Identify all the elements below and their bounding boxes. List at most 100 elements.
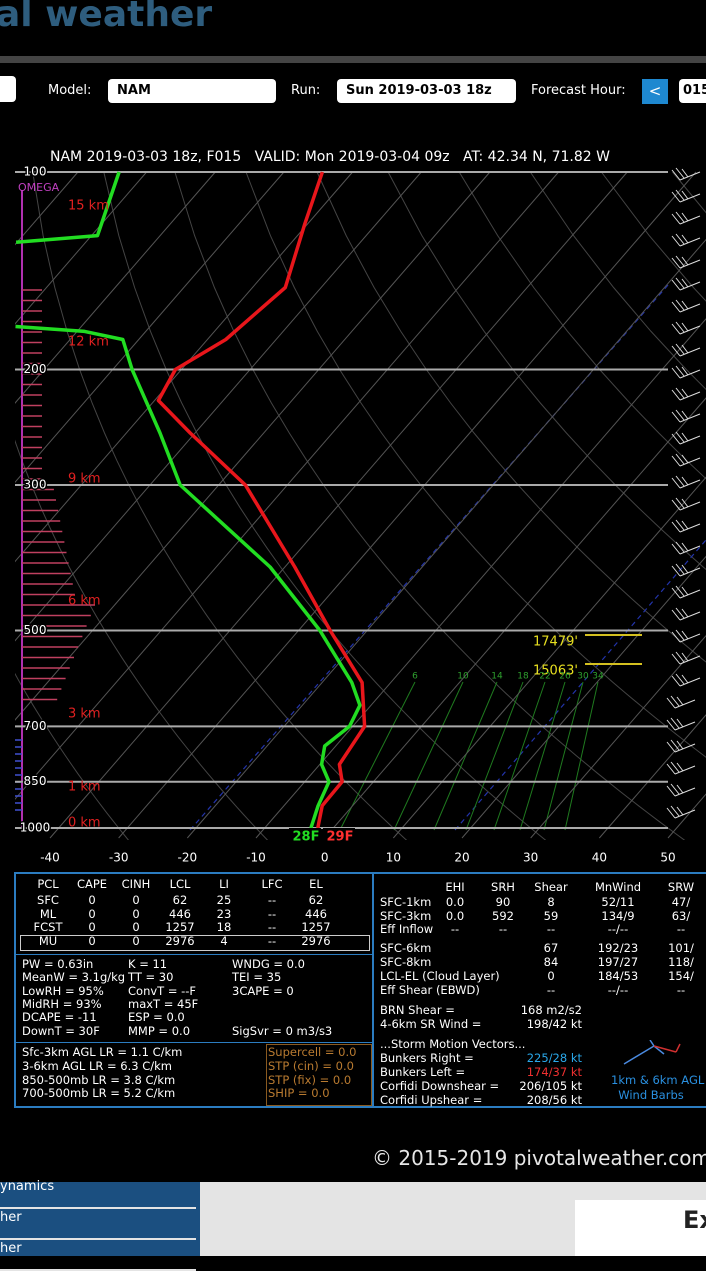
height-label: 1 km [68,780,101,795]
table-cell: -- [641,984,706,997]
x-tick-label: -40 [40,851,60,865]
y-tick-label: 700 [24,719,47,733]
hodo-caption: Wind Barbs [611,1089,691,1102]
wind-barb [672,454,700,466]
isotherm [599,172,706,838]
wind-barb [672,278,700,290]
x-tick-label: -30 [109,851,129,865]
height-label: 6 km [68,594,101,609]
nav-item[interactable]: her [0,1242,196,1271]
omega-label: OMEGA [18,181,60,194]
dry-adiabat [175,172,687,842]
dry-adiabat [601,172,706,842]
share-button[interactable] [0,76,16,102]
run-label: Run: [291,83,320,98]
composite-index: Supercell = 0.0 [268,1046,356,1059]
prev-hour-button[interactable]: < [642,79,668,104]
x-tick-label: 10 [386,851,401,865]
surface-label: 28F [293,830,320,845]
wind-barb [672,608,700,620]
wind-barb [672,212,700,224]
index-value: 3CAPE = 0 [232,985,294,998]
divider [0,56,706,63]
y-tick-label: 200 [24,362,47,376]
ad-text: Ex [683,1206,706,1234]
wetbulb-line [565,682,598,830]
wind-barb [667,696,695,708]
wetbulb-label: 14 [491,672,503,682]
y-tick-label: 500 [24,623,47,637]
wind-barb [672,520,700,532]
dry-adiabat [104,172,548,842]
isotherm [187,172,706,838]
dry-adiabat [33,172,409,842]
index-value: SigSvr = 0 m3/s3 [232,1025,332,1038]
isotherm [0,172,78,838]
composite-index: SHIP = 0.0 [268,1087,330,1100]
table-cell: 1257 [276,921,356,934]
table-cell: 118/ [641,956,706,969]
wetbulb-label: 26 [559,672,571,682]
nav-item[interactable]: her [0,1211,196,1240]
x-tick-label: 0 [321,851,329,865]
wind-barb [667,718,695,730]
wind-barb [672,168,700,180]
wetbulb-line [394,682,463,830]
storm-motion-value: 206/105 kt [422,1080,582,1093]
isotherm [0,172,490,838]
wetbulb-label: 22 [539,672,550,682]
wind-barb [672,234,700,246]
x-tick-label: 40 [592,851,607,865]
wetbulb-label: 18 [517,672,529,682]
index-value: TEI = 35 [232,971,281,984]
height-label: 15 km [68,199,109,214]
hodo-caption: 1km & 6km AGL [611,1074,691,1087]
table-cell: 154/ [641,970,706,983]
height-label: 12 km [68,335,109,350]
wind-barb [672,630,700,642]
index-value: ConvT = --F [128,985,196,998]
isotherm [0,172,9,838]
logo[interactable]: al weather [0,0,212,35]
wetbulb-label: 10 [457,672,469,682]
x-tick-label: -10 [246,851,266,865]
table-cell: 63/ [641,910,706,923]
index-value: WNDG = 0.0 [232,958,305,971]
height-label: 3 km [68,707,101,722]
dry-adiabat [317,172,706,842]
lapse-rate: 850-500mb LR = 3.8 C/km [22,1074,175,1087]
table-cell: 101/ [641,942,706,955]
row-label: Eff Shear (EBWD) [380,984,480,997]
run-select[interactable]: Sun 2019-03-03 18z [337,79,516,103]
section-title: ...Storm Motion Vectors... [380,1038,525,1051]
index-value: TT = 30 [128,971,173,984]
isotherm [393,172,706,838]
barb [654,1044,680,1052]
chart-title: NAM 2019-03-03 18z, F015 VALID: Mon 2019… [50,149,610,165]
ad[interactable]: Ex [575,1200,706,1256]
hour-select[interactable]: 015 [679,79,706,103]
nav-item[interactable]: ynamics [0,1180,196,1209]
table-cell: 446 [276,908,356,921]
wind-barb [672,388,700,400]
wind-barb [672,322,700,334]
panel-divider [372,874,374,1108]
wetbulb-label: 34 [592,672,604,682]
lapse-rate: Sfc-3km AGL LR = 1.1 C/km [22,1046,182,1059]
kinematic-value: 198/42 kt [422,1018,582,1031]
model-select[interactable]: NAM [108,79,276,103]
wetbulb-label: 6 [412,672,418,682]
row-label: SFC-8km [380,956,431,969]
x-tick-label: 30 [523,851,538,865]
isotherm [0,172,353,838]
index-value: maxT = 45F [128,998,198,1011]
index-value: DownT = 30F [22,1025,100,1038]
dry-adiabat [459,172,706,842]
table-cell: 47/ [641,896,706,909]
panel-divider [16,954,372,955]
hour-label: Forecast Hour: [531,83,626,98]
wind-barb [667,762,695,774]
level-label: 17479' [533,635,578,650]
isotherm [325,172,706,838]
x-tick-label: -20 [178,851,198,865]
